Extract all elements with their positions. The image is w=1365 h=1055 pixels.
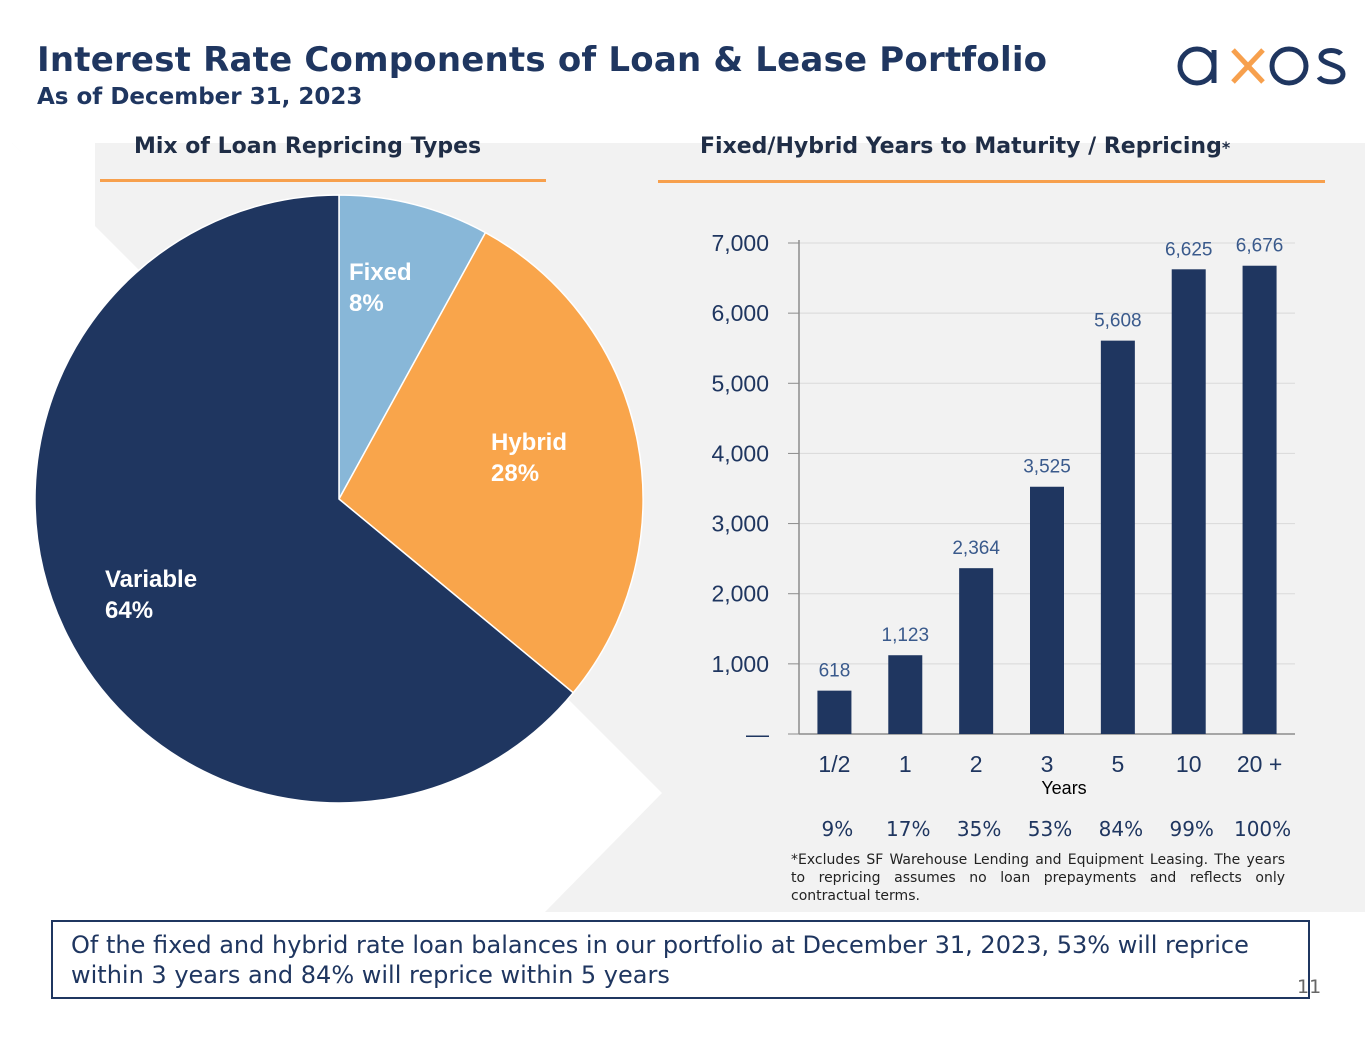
summary-text: Of the fixed and hybrid rate loan balanc…: [71, 931, 1249, 989]
bar-value-label: 1,123: [882, 625, 930, 646]
bar-section-title-text: Fixed/Hybrid Years to Maturity / Reprici…: [700, 134, 1222, 159]
bar-title-rule: [658, 180, 1325, 183]
y-tick-label: 1,000: [711, 651, 769, 677]
y-tick-label: 6,000: [711, 300, 769, 326]
bar-20: [1242, 265, 1277, 734]
bar-5: [1100, 340, 1135, 734]
cumulative-percent: 99%: [1169, 817, 1214, 841]
chart-footnote: *Excludes SF Warehouse Lending and Equip…: [791, 852, 1285, 904]
x-tick-label: 2: [970, 751, 983, 777]
y-tick-label: 5,000: [711, 370, 769, 396]
y-tick-label: —: [746, 721, 769, 747]
pie-label-variable: Variable: [105, 566, 197, 593]
cumulative-percent-row: 9% 17% 35% 53% 84% 99% 100%: [0, 817, 1365, 847]
x-tick-label: 10: [1176, 751, 1202, 777]
bar-12: [817, 690, 852, 734]
cumulative-percent: 100%: [1233, 817, 1292, 841]
bar-3: [1030, 486, 1064, 734]
pie-slice-fixed: [338, 194, 487, 500]
bar-1: [888, 655, 923, 734]
summary-box: Of the fixed and hybrid rate loan balanc…: [51, 920, 1310, 999]
cumulative-percent: 9%: [821, 817, 854, 841]
x-axis-title: Years: [1041, 778, 1086, 798]
page-number: 11: [1297, 976, 1322, 998]
x-tick-label: 5: [1111, 751, 1124, 777]
bar-2: [959, 568, 994, 734]
cumulative-percent: 53%: [1027, 817, 1073, 841]
page-subtitle: As of December 31, 2023: [37, 84, 363, 110]
bar-10: [1171, 269, 1206, 734]
axos-logo: [1177, 46, 1346, 86]
cumulative-percent: 35%: [956, 817, 1002, 841]
bar-section-title: Fixed/Hybrid Years to Maturity / Reprici…: [700, 134, 1230, 159]
y-tick-label: 4,000: [711, 440, 769, 466]
pie-label-fixed: Fixed: [349, 259, 412, 286]
y-tick-label: 2,000: [711, 581, 769, 607]
cumulative-percent: 17%: [886, 817, 931, 841]
page-title: Interest Rate Components of Loan & Lease…: [37, 40, 1048, 80]
pie-chart: Fixed 8% Hybrid 28% Variable 64%: [34, 194, 644, 804]
pie-slice-hybrid: [338, 231, 644, 694]
pie-section-title: Mix of Loan Repricing Types: [134, 134, 482, 159]
pie-value-variable: 64%: [105, 597, 153, 624]
y-tick-label: 7,000: [711, 230, 769, 256]
pie-value-fixed: 8%: [349, 290, 384, 317]
x-tick-label: 20 +: [1237, 751, 1282, 777]
bar-value-label: 618: [819, 661, 851, 682]
pie-value-hybrid: 28%: [491, 460, 539, 487]
bar-value-label: 2,364: [952, 538, 1000, 559]
pie-label-hybrid: Hybrid: [491, 429, 567, 456]
y-tick-label: 3,000: [711, 511, 769, 537]
x-tick-label: 3: [1041, 751, 1054, 777]
bar-value-label: 5,608: [1094, 311, 1142, 332]
pie-slice-variable: [34, 194, 575, 804]
bar-value-label: 6,676: [1236, 236, 1284, 257]
bar-chart: — 1,000 2,000 3,000 4,000 5,000 6,000 7,000 618 1…: [711, 230, 1295, 798]
pie-title-rule: [100, 179, 546, 182]
bar-value-label: 6,625: [1165, 239, 1213, 260]
cumulative-percent: 84%: [1098, 817, 1144, 841]
bar-value-label: 3,525: [1023, 457, 1071, 478]
x-tick-label: 1/2: [818, 751, 850, 777]
x-tick-label: 1: [899, 751, 912, 777]
bar-title-asterisk: *: [1221, 138, 1231, 157]
